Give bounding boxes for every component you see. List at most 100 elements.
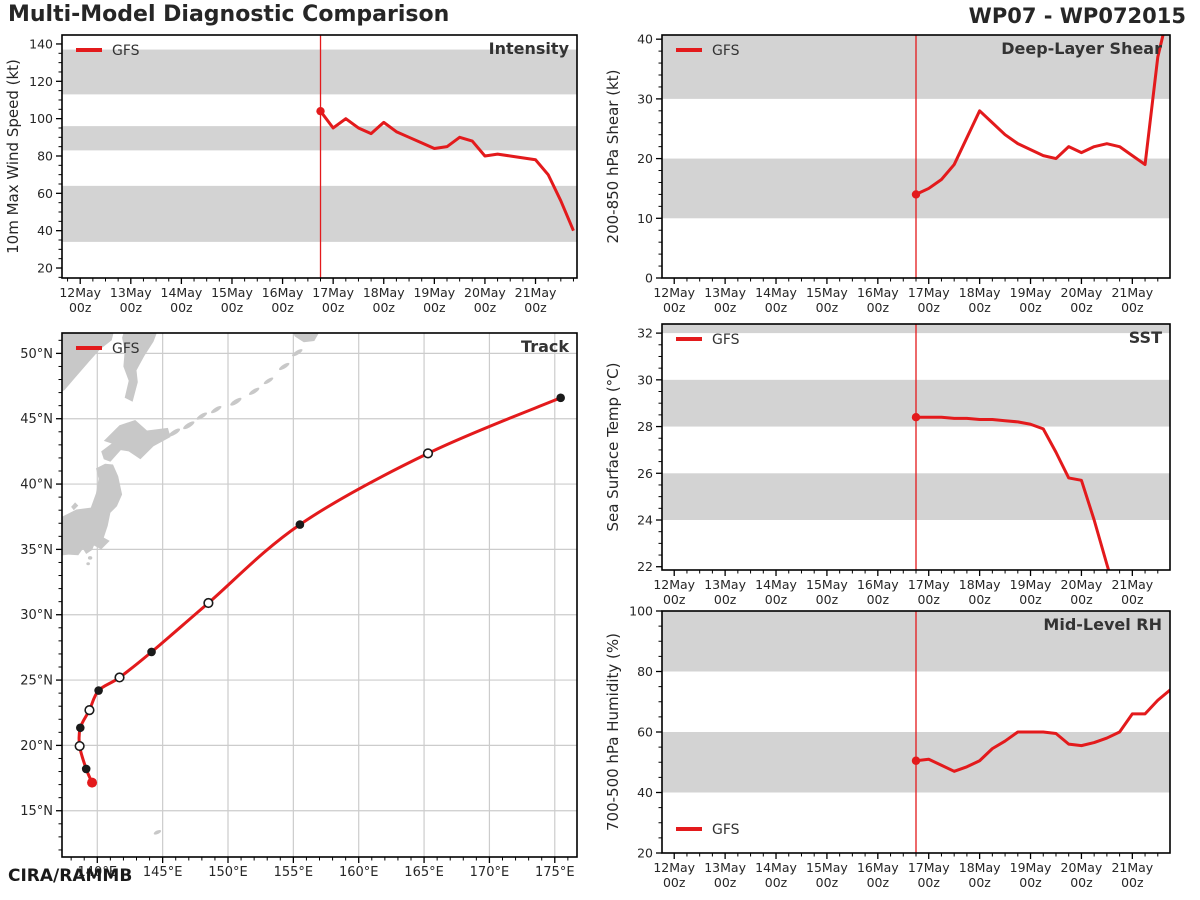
lat-tick-label: 25°N: [20, 674, 53, 689]
panel-rh: 20 40 60 80 100: [629, 604, 1171, 861]
x-tick-day-label: 18May: [959, 860, 1001, 875]
x-tick-hour-label: 00z: [221, 300, 244, 315]
x-tick-hour-label: 00z: [1121, 592, 1144, 607]
x-tick-day-label: 14May: [161, 285, 203, 300]
x-tick-hour-label: 00z: [373, 300, 396, 315]
panel-title: Intensity: [489, 39, 570, 58]
y-tick-label: 120: [29, 74, 53, 89]
x-tick-hour-label: 00z: [1019, 875, 1042, 890]
shaded-band: [62, 49, 577, 95]
islet-kuril-8: [279, 362, 290, 371]
x-tick-day-label: 14May: [755, 860, 797, 875]
x-tick-day-label: 13May: [704, 577, 746, 592]
track-line: [77, 396, 562, 784]
x-tick-day-label: 12May: [653, 285, 695, 300]
x-tick-hour-label: 00z: [663, 875, 686, 890]
panel-title: SST: [1129, 328, 1162, 347]
islet-kuril-9: [292, 349, 303, 357]
x-tick-day-label: 15May: [806, 860, 848, 875]
x-tick-hour-label: 00z: [714, 300, 737, 315]
y-tick-label: 24: [637, 513, 653, 528]
x-tick-day-label: 13May: [110, 285, 152, 300]
x-tick-hour-label: 00z: [867, 875, 890, 890]
islet-guam: [153, 829, 162, 835]
x-tick-day-label: 12May: [653, 577, 695, 592]
x-tick-day-label: 19May: [413, 285, 455, 300]
x-tick-hour-label: 00z: [765, 875, 788, 890]
islet-izu-south: [86, 562, 90, 566]
x-tick-day-label: 17May: [908, 285, 950, 300]
panel-title: Deep-Layer Shear: [1001, 39, 1162, 58]
y-axis-label: Sea Surface Temp (°C): [604, 362, 622, 531]
x-tick-hour-label: 00z: [765, 592, 788, 607]
x-tick-day-label: 15May: [211, 285, 253, 300]
x-tick-hour-label: 00z: [1121, 300, 1144, 315]
x-tick-day-label: 20May: [1061, 285, 1103, 300]
x-tick-hour-label: 00z: [474, 300, 497, 315]
y-tick-label: 10: [637, 211, 653, 226]
x-tick-day-label: 14May: [755, 577, 797, 592]
x-tick-hour-label: 00z: [917, 592, 940, 607]
y-tick-label: 140: [29, 36, 53, 51]
x-tick-day-label: 20May: [1061, 860, 1103, 875]
x-tick-hour-label: 00z: [816, 875, 839, 890]
x-tick-hour-label: 00z: [120, 300, 143, 315]
x-tick-hour-label: 00z: [867, 300, 890, 315]
y-tick-label: 0: [645, 271, 653, 286]
land-russia-coast: [62, 333, 114, 392]
y-tick-label: 80: [637, 664, 653, 679]
x-tick-day-label: 21May: [1111, 860, 1153, 875]
x-tick-hour-label: 00z: [1070, 592, 1093, 607]
legend-gfs-label: GFS: [712, 332, 740, 348]
y-tick-label: 32: [637, 326, 653, 341]
x-tick-day-label: 12May: [59, 285, 101, 300]
y-tick-label: 22: [637, 559, 653, 574]
x-tick-day-label: 16May: [857, 285, 899, 300]
y-tick-label: 100: [29, 111, 53, 126]
gfs-series-line: [915, 35, 1165, 196]
y-tick-label: 26: [637, 466, 653, 481]
x-tick-hour-label: 00z: [1019, 592, 1042, 607]
forecast-start-point: [911, 413, 921, 422]
land-hokkaido: [101, 420, 171, 462]
lon-tick-label: 175°E: [535, 865, 575, 880]
y-tick-label: 40: [37, 223, 53, 238]
forecast-start-point: [911, 756, 921, 765]
y-tick-label: 40: [637, 32, 653, 47]
y-tick-label: 30: [637, 372, 653, 387]
track-start-marker: [87, 777, 98, 788]
land-sakhalin: [122, 333, 157, 402]
lat-tick-label: 30°N: [20, 608, 53, 623]
gfs-series-line: [915, 688, 1170, 773]
lon-tick-label: 145°E: [143, 865, 183, 880]
x-tick-hour-label: 00z: [714, 592, 737, 607]
x-tick-day-label: 18May: [363, 285, 405, 300]
y-tick-label: 80: [37, 148, 53, 163]
x-tick-hour-label: 00z: [663, 592, 686, 607]
x-tick-day-label: 12May: [653, 860, 695, 875]
x-tick-hour-label: 00z: [170, 300, 193, 315]
x-tick-day-label: 14May: [755, 285, 797, 300]
y-tick-label: 20: [637, 151, 653, 166]
x-tick-day-label: 19May: [1010, 860, 1052, 875]
x-tick-hour-label: 00z: [968, 592, 991, 607]
islet-kuril-1: [168, 428, 181, 437]
x-tick-day-label: 18May: [959, 285, 1001, 300]
panel-title: Mid-Level RH: [1043, 615, 1162, 634]
x-tick-day-label: 17May: [312, 285, 354, 300]
y-tick-label: 30: [637, 91, 653, 106]
track-marker-filled: [81, 764, 91, 774]
islet-kuril-7: [263, 377, 274, 385]
track-marker-filled: [295, 520, 305, 529]
track-marker-open: [114, 672, 125, 683]
x-tick-day-label: 19May: [1010, 577, 1052, 592]
x-tick-day-label: 19May: [1010, 285, 1052, 300]
lon-tick-label: 150°E: [208, 865, 248, 880]
lon-tick-label: 155°E: [274, 865, 314, 880]
x-tick-hour-label: 00z: [1070, 300, 1093, 315]
x-tick-hour-label: 00z: [1121, 875, 1144, 890]
x-tick-day-label: 13May: [704, 860, 746, 875]
x-tick-hour-label: 00z: [69, 300, 92, 315]
lon-tick-label: 165°E: [404, 865, 444, 880]
islet-kuril-6: [248, 387, 260, 395]
